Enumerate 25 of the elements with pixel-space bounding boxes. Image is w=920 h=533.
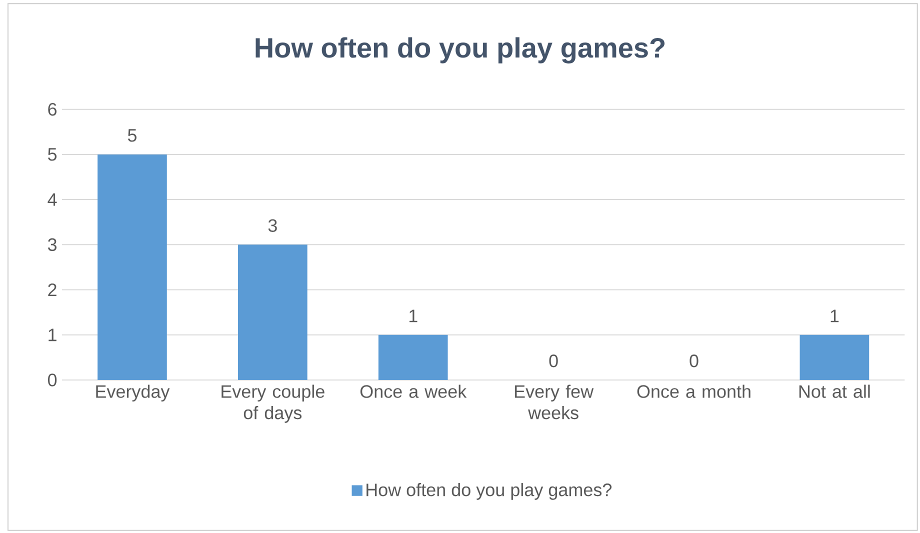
x-tick-label: Everyday <box>96 384 170 402</box>
y-tick-label: 6 <box>48 102 57 116</box>
data-label: 0 <box>549 354 558 368</box>
x-tick-label: Not at all <box>799 384 870 398</box>
y-tick-label: 4 <box>48 193 57 206</box>
data-label: 1 <box>409 310 418 322</box>
data-label: 3 <box>268 219 277 232</box>
data-label: 1 <box>830 310 839 322</box>
bar <box>378 334 448 380</box>
data-label: 0 <box>690 354 698 368</box>
y-tick-label: 2 <box>48 283 56 296</box>
bar <box>800 334 870 380</box>
chart-title: How often do you play games? <box>256 37 665 64</box>
bar <box>238 244 308 380</box>
x-tick-label: Every few weeks <box>515 384 594 420</box>
x-tick-label: Once a month <box>637 384 750 398</box>
legend-label: How often do you play games? <box>366 483 612 500</box>
x-tick-label: Once a week <box>360 384 467 398</box>
x-tick-label: Every couple of days <box>222 384 324 423</box>
y-tick-label: 0 <box>48 374 57 386</box>
data-label: 5 <box>128 129 136 142</box>
y-tick-label: 3 <box>48 238 57 252</box>
bar <box>98 154 167 380</box>
y-tick-label: 5 <box>48 148 57 161</box>
y-tick-label: 1 <box>48 328 56 342</box>
